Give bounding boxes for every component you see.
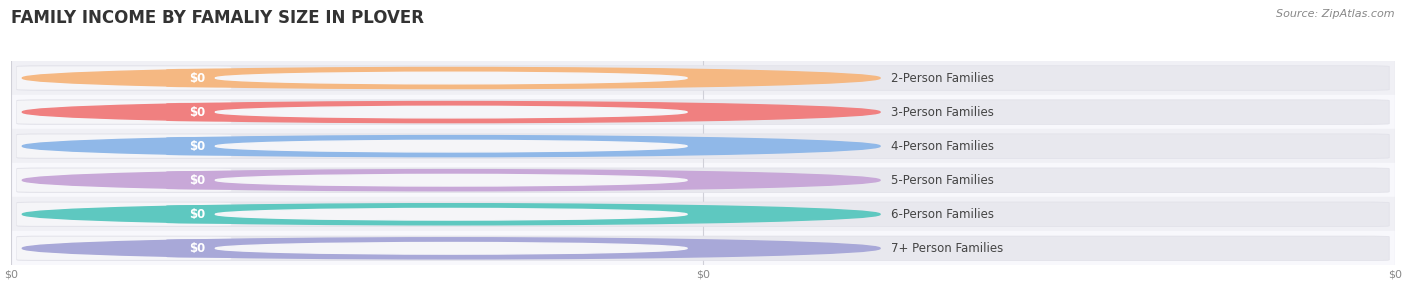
FancyBboxPatch shape (166, 137, 228, 155)
Bar (11, 231, 1395, 265)
Text: $0: $0 (190, 140, 205, 152)
FancyBboxPatch shape (17, 100, 1389, 124)
Text: Source: ZipAtlas.com: Source: ZipAtlas.com (1277, 9, 1395, 19)
Text: 3-Person Families: 3-Person Families (891, 106, 994, 119)
FancyBboxPatch shape (166, 205, 228, 224)
Bar (11, 95, 1395, 129)
Text: 5-Person Families: 5-Person Families (891, 174, 994, 187)
FancyBboxPatch shape (166, 171, 228, 189)
FancyBboxPatch shape (17, 66, 231, 90)
Text: $0: $0 (190, 174, 205, 187)
FancyBboxPatch shape (17, 101, 231, 124)
Text: 6-Person Families: 6-Person Families (891, 208, 994, 221)
Circle shape (215, 174, 688, 186)
FancyBboxPatch shape (17, 236, 1389, 260)
FancyBboxPatch shape (17, 203, 231, 226)
FancyBboxPatch shape (17, 134, 1389, 158)
FancyBboxPatch shape (166, 69, 228, 87)
Text: $0: $0 (190, 208, 205, 221)
Text: FAMILY INCOME BY FAMALIY SIZE IN PLOVER: FAMILY INCOME BY FAMALIY SIZE IN PLOVER (11, 9, 425, 27)
Bar (11, 197, 1395, 231)
Text: $0: $0 (190, 72, 205, 84)
Circle shape (22, 238, 880, 259)
Circle shape (22, 102, 880, 123)
FancyBboxPatch shape (17, 135, 231, 158)
Circle shape (22, 170, 880, 191)
Circle shape (22, 136, 880, 157)
Circle shape (215, 140, 688, 152)
Bar (11, 163, 1395, 197)
Text: 4-Person Families: 4-Person Families (891, 140, 994, 152)
Circle shape (215, 242, 688, 254)
Circle shape (215, 106, 688, 118)
Circle shape (215, 72, 688, 84)
FancyBboxPatch shape (17, 202, 1389, 227)
FancyBboxPatch shape (17, 169, 231, 192)
Bar (11, 129, 1395, 163)
Text: 2-Person Families: 2-Person Families (891, 72, 994, 84)
FancyBboxPatch shape (17, 168, 1389, 192)
Text: $0: $0 (190, 106, 205, 119)
Circle shape (22, 67, 880, 88)
Bar (11, 61, 1395, 95)
FancyBboxPatch shape (166, 103, 228, 121)
Circle shape (22, 204, 880, 225)
Circle shape (215, 208, 688, 220)
Text: $0: $0 (190, 242, 205, 255)
FancyBboxPatch shape (17, 237, 231, 260)
FancyBboxPatch shape (166, 239, 228, 257)
FancyBboxPatch shape (17, 66, 1389, 90)
Text: 7+ Person Families: 7+ Person Families (891, 242, 1004, 255)
